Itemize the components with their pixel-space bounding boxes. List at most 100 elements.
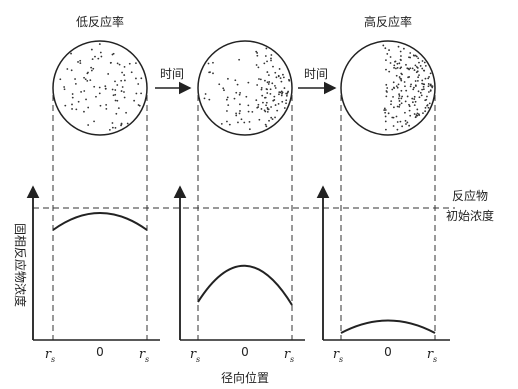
dot [283, 76, 285, 78]
radius-subscript: s [433, 355, 437, 364]
dot [400, 73, 402, 75]
dot [258, 119, 260, 121]
dot [121, 123, 123, 125]
dot [261, 95, 263, 97]
axes [33, 187, 160, 340]
dot [403, 48, 405, 50]
dot [255, 99, 257, 101]
dot [415, 85, 417, 87]
dot [432, 85, 434, 87]
dot [125, 112, 127, 114]
dot [264, 111, 266, 113]
dot [418, 62, 420, 64]
dot [398, 93, 400, 95]
dot [281, 91, 283, 93]
dot [422, 112, 424, 114]
dot [429, 103, 431, 105]
dot [265, 48, 267, 50]
dot [66, 68, 68, 70]
dot [399, 78, 401, 80]
dot [91, 49, 93, 51]
dot [280, 77, 282, 79]
dot [398, 46, 400, 48]
dot [405, 90, 407, 92]
dot [386, 87, 388, 89]
stage-label: 高反应率 [364, 14, 412, 29]
dot [116, 100, 118, 102]
axes [180, 187, 305, 340]
dot [418, 90, 420, 92]
dot [268, 81, 270, 83]
dot [71, 108, 73, 110]
dot [424, 99, 426, 101]
dot [276, 76, 278, 78]
dot [251, 111, 253, 113]
dot [133, 100, 135, 102]
dot [264, 80, 266, 82]
dot [386, 91, 388, 93]
dot [278, 103, 280, 105]
center-tick: 0 [384, 345, 392, 359]
dot [398, 62, 400, 64]
dot [112, 89, 114, 91]
dot [124, 97, 126, 99]
dot [385, 121, 387, 123]
dot [393, 65, 395, 67]
dot [227, 104, 229, 106]
dot [248, 111, 250, 113]
dot [63, 86, 65, 88]
dot [105, 104, 107, 106]
dot [401, 102, 403, 104]
dot [418, 113, 420, 115]
radius-subscript: s [145, 355, 149, 364]
dot [390, 62, 392, 64]
dot [93, 86, 95, 88]
dot [104, 85, 106, 87]
dot [222, 87, 224, 89]
dot [260, 78, 262, 80]
dot [100, 52, 102, 54]
dot [412, 101, 414, 103]
dot [430, 90, 432, 92]
dot [413, 87, 415, 89]
particles [53, 41, 435, 135]
dot [261, 108, 263, 110]
dot [414, 96, 416, 98]
dot [113, 53, 115, 55]
dot [261, 89, 263, 91]
diagram: 低反应率 高反应率 时间 时间 反应物 初始浓度 固相反应物浓度 径向位置 rs… [0, 0, 518, 389]
dot [109, 129, 111, 131]
dot [285, 102, 287, 104]
dot [70, 53, 72, 55]
dot [271, 82, 273, 84]
dot [239, 92, 241, 94]
dot [266, 71, 268, 73]
dot [400, 59, 402, 61]
particle [198, 41, 292, 135]
dot [404, 85, 406, 87]
dot [100, 105, 102, 107]
dot [64, 105, 66, 107]
dot [262, 102, 264, 104]
dot [398, 106, 400, 108]
radius-tick: rs [333, 347, 343, 364]
dot [249, 128, 251, 130]
dot [382, 45, 384, 47]
dot [273, 99, 275, 101]
concentration-curve [341, 321, 435, 334]
dot [87, 107, 89, 109]
arrow-label: 时间 [160, 67, 184, 81]
dot [218, 83, 220, 85]
dot [401, 96, 403, 98]
dot [235, 115, 237, 117]
dot [415, 80, 417, 82]
dot [247, 82, 249, 84]
dot [428, 85, 430, 87]
dot [80, 91, 82, 93]
dot [421, 94, 423, 96]
dot [255, 51, 257, 53]
dot [397, 87, 399, 89]
dot [256, 64, 258, 66]
radius-tick: rs [427, 347, 437, 364]
dot [249, 121, 251, 123]
